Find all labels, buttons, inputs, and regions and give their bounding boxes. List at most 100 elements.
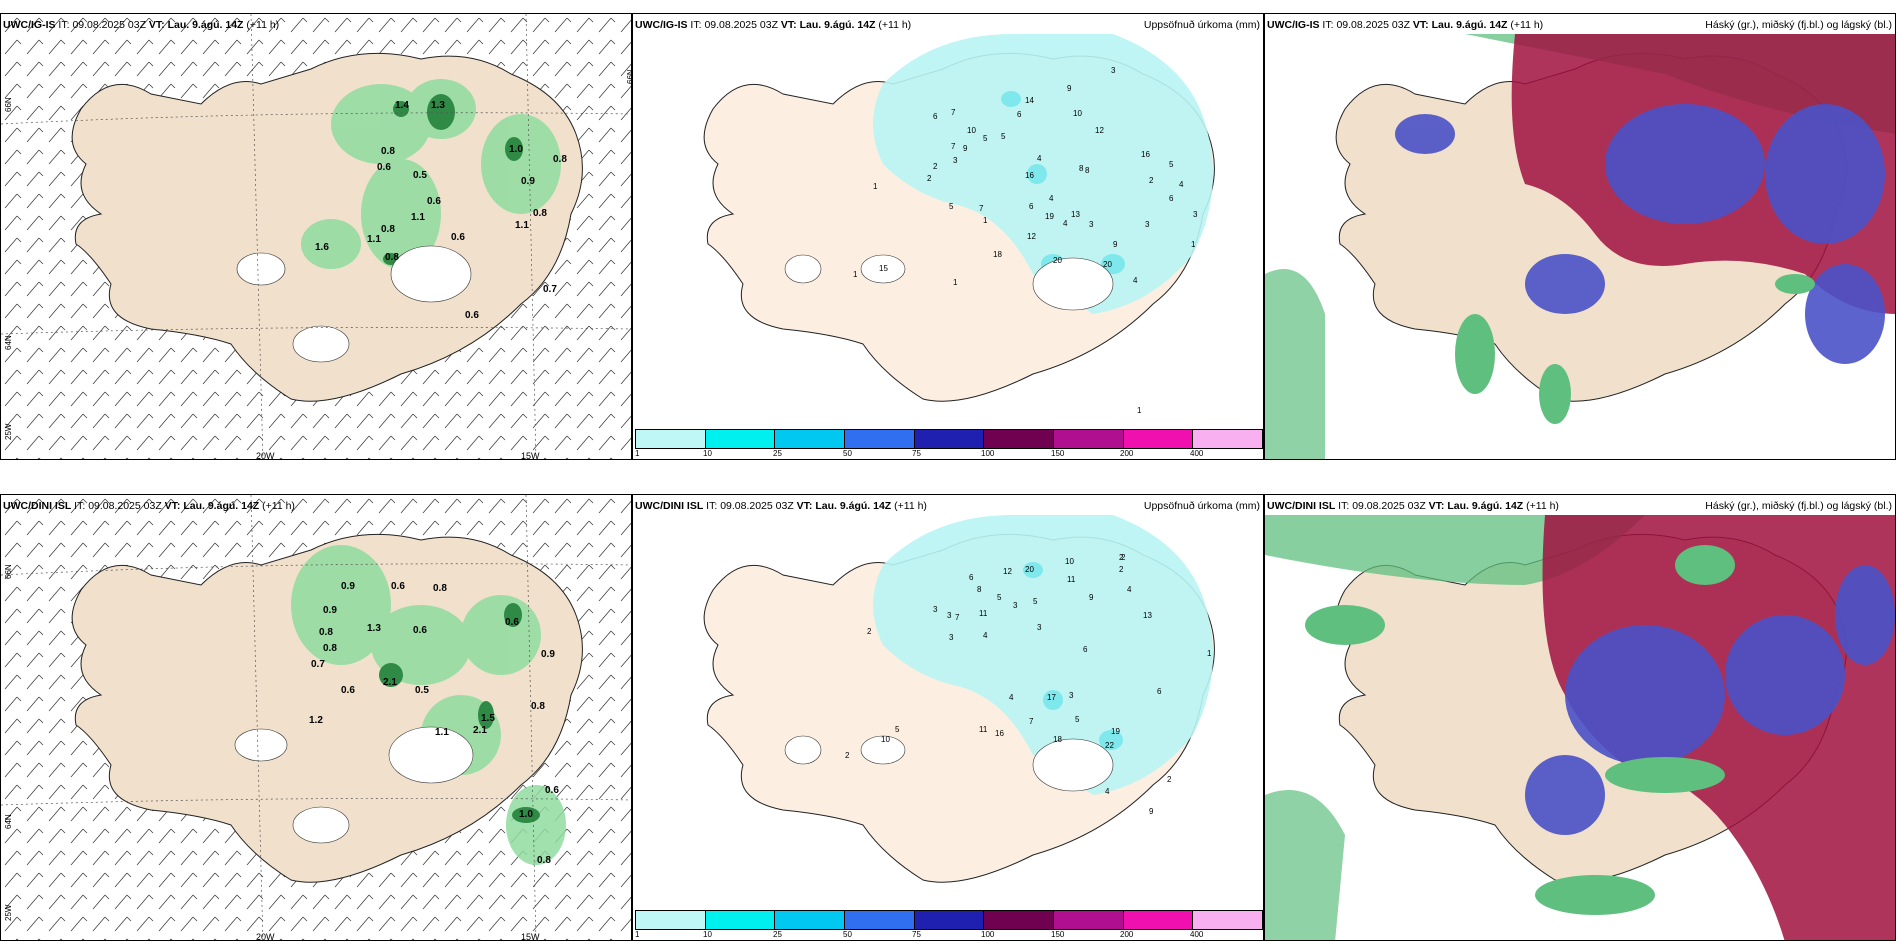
- legend-tick: 75: [912, 449, 921, 458]
- it-value: 09.08.2025 03Z: [88, 500, 162, 512]
- precip-value: 4: [1179, 180, 1184, 189]
- precip-map-panel-top[interactable]: UWC/IG-IS IT: 09.08.2025 03Z VT: Lau. 9.…: [632, 13, 1264, 460]
- precip-value: 3: [1037, 623, 1042, 632]
- gust-value: 1.6: [315, 242, 329, 253]
- gust-value: 0.6: [341, 685, 355, 696]
- precip-value: 3: [1193, 210, 1198, 219]
- gust-value: 0.8: [381, 146, 395, 157]
- legend-swatch: [984, 911, 1055, 929]
- precip-value: 11: [1067, 575, 1076, 584]
- wind-map-panel-bottom[interactable]: UWC/DINI ISL IT: 09.08.2025 03Z VT: Lau.…: [0, 494, 632, 941]
- precip-value: 5: [1169, 160, 1174, 169]
- high-cloud-west: [1265, 269, 1325, 459]
- precip-value: 2: [1167, 775, 1172, 784]
- precip-value: 15: [879, 264, 888, 273]
- precip-value: 14: [1025, 96, 1034, 105]
- precip-value: 20: [1103, 260, 1112, 269]
- legend-tick: 25: [773, 930, 782, 939]
- precip-value: 12: [1027, 232, 1036, 241]
- legend-tick: 10: [703, 449, 712, 458]
- gust-value: 0.7: [311, 659, 325, 670]
- precip-value: 7: [1029, 717, 1034, 726]
- model-name: UWC/IG-IS: [1267, 19, 1320, 31]
- panel-header: UWC/DINI ISL IT: 09.08.2025 03Z VT: Lau.…: [1267, 500, 1892, 512]
- gust-value: 1.4: [395, 100, 409, 111]
- precip-value: 3: [1111, 66, 1116, 75]
- legend-tick: 400: [1190, 930, 1204, 939]
- glaciers: [784, 735, 1114, 792]
- gust-value: 0.9: [521, 176, 535, 187]
- precip-value: 9: [1113, 240, 1118, 249]
- wind-map-graphic: [1, 14, 631, 459]
- legend-swatch: [1054, 430, 1124, 448]
- gust-value: 0.6: [377, 162, 391, 173]
- gust-value: 1.5: [481, 713, 495, 724]
- precip-value: 13: [1071, 210, 1080, 219]
- precip-value: 19: [1045, 212, 1054, 221]
- legend-ticks: 1 10 25 50 75 100 150 200 400: [635, 449, 1261, 459]
- graticule: [1, 495, 631, 940]
- lon-label-20: 20W: [256, 932, 275, 941]
- gust-value: 1.1: [367, 234, 381, 245]
- legend-tick: 10: [703, 930, 712, 939]
- gust-value: 1.0: [509, 144, 523, 155]
- gust-value: 0.8: [433, 583, 447, 594]
- legend-tick: 1: [635, 449, 640, 458]
- vt-value: Lau. 9.ágú. 14Z: [167, 19, 244, 31]
- precip-value: 3: [1013, 601, 1018, 610]
- legend-swatch: [775, 430, 846, 448]
- gust-value: 0.6: [427, 196, 441, 207]
- precip-value: 18: [993, 250, 1002, 259]
- wind-map-panel-top[interactable]: UWC/IG-IS IT: 09.08.2025 03Z VT: Lau. 9.…: [0, 13, 632, 460]
- cloud-map-panel-bottom[interactable]: UWC/DINI ISL IT: 09.08.2025 03Z VT: Lau.…: [1264, 494, 1896, 941]
- legend-tick: 200: [1120, 449, 1134, 458]
- precip-value: 5: [1075, 715, 1080, 724]
- precip-value: 20: [1053, 256, 1062, 265]
- precip-value: 1: [853, 270, 858, 279]
- legend-tick: 25: [773, 449, 782, 458]
- precip-map-panel-bottom[interactable]: UWC/DINI ISL IT: 09.08.2025 03Z VT: Lau.…: [632, 494, 1264, 941]
- it-label: IT:: [1322, 19, 1334, 31]
- wind-map-graphic: [1, 495, 631, 940]
- precip-value: 2: [1149, 176, 1154, 185]
- cloud-map-panel-top[interactable]: UWC/IG-IS IT: 09.08.2025 03Z VT: Lau. 9.…: [1264, 13, 1896, 460]
- lat-label-66: 66N: [4, 97, 13, 112]
- precip-value: 4: [1133, 276, 1138, 285]
- precip-value: 5: [983, 134, 988, 143]
- precip-value: 1: [873, 182, 878, 191]
- precip-value: 6: [969, 573, 974, 582]
- legend-swatch: [1193, 430, 1263, 448]
- precip-value: 19: [1111, 727, 1120, 736]
- legend-swatch: [914, 911, 985, 929]
- precip-value: 6: [1157, 687, 1162, 696]
- gust-value: 2.1: [383, 677, 397, 688]
- gust-value: 1.3: [367, 623, 381, 634]
- precip-value: 2: [867, 627, 872, 636]
- precip-legend: [635, 429, 1263, 449]
- precip-value: 8: [1085, 166, 1090, 175]
- lead-time: (+11 h): [1510, 19, 1544, 31]
- vt-label: VT:: [1412, 19, 1429, 31]
- legend-swatch: [1193, 911, 1263, 929]
- precip-value: 3: [933, 605, 938, 614]
- it-value: 09.08.2025 03Z: [704, 19, 778, 31]
- gust-value: 0.9: [323, 605, 337, 616]
- legend-swatch: [1123, 430, 1194, 448]
- graticule: [1, 14, 631, 459]
- precip-value: 3: [953, 156, 958, 165]
- precip-value: 6: [1083, 645, 1088, 654]
- lead-time: (+11 h): [878, 19, 912, 31]
- precip-title: Uppsöfnuð úrkoma (mm): [1143, 500, 1260, 512]
- lead-time: (+11 h): [1526, 500, 1559, 512]
- precip-value: 16: [1025, 171, 1034, 180]
- gust-value: 1.3: [431, 100, 445, 111]
- legend-tick: 50: [843, 930, 852, 939]
- precip-value: 2: [1121, 553, 1126, 562]
- precip-legend: [635, 910, 1263, 930]
- gust-value: 0.9: [341, 581, 355, 592]
- gust-value: 0.8: [385, 252, 399, 263]
- panel-header: UWC/IG-IS IT: 09.08.2025 03Z VT: Lau. 9.…: [635, 19, 1260, 31]
- precip-value: 2: [1119, 565, 1124, 574]
- lon-label-25: 25W: [4, 423, 13, 440]
- panel-header: UWC/IG-IS IT: 09.08.2025 03Z VT: Lau. 9.…: [1267, 19, 1892, 31]
